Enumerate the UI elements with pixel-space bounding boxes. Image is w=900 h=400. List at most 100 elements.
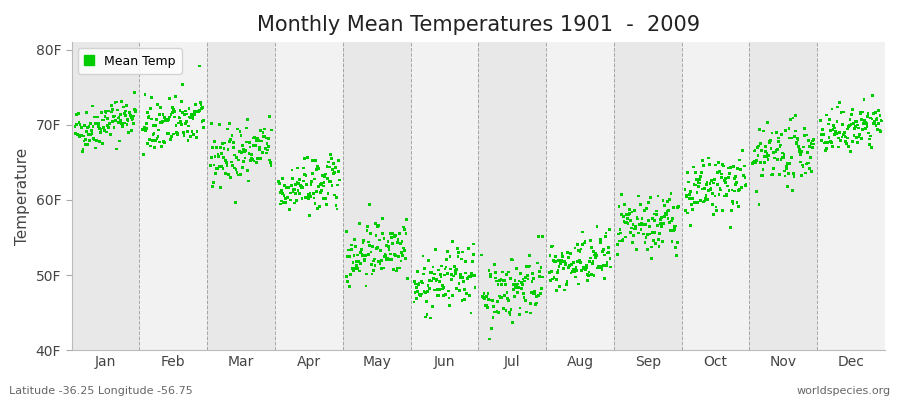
Point: [498, 292, 512, 299]
Point: [641, 217, 655, 224]
Point: [189, 134, 203, 140]
Point: [496, 306, 510, 312]
Point: [107, 124, 122, 131]
Point: [793, 159, 807, 165]
Point: [641, 231, 655, 238]
Point: [590, 223, 604, 230]
Point: [855, 135, 869, 141]
Point: [634, 201, 648, 208]
Point: [295, 184, 310, 191]
Point: [691, 179, 706, 186]
Point: [206, 179, 220, 186]
Point: [238, 148, 252, 154]
Point: [626, 232, 641, 239]
Point: [253, 144, 267, 151]
Point: [373, 260, 387, 267]
Point: [817, 140, 832, 146]
Point: [421, 257, 436, 264]
Point: [382, 243, 396, 250]
Point: [718, 176, 733, 182]
Point: [772, 171, 787, 178]
Point: [459, 290, 473, 296]
Point: [554, 258, 569, 264]
Point: [682, 192, 697, 198]
Bar: [614, 42, 681, 350]
Point: [329, 194, 344, 201]
Point: [435, 263, 449, 269]
Point: [517, 290, 531, 297]
Point: [614, 230, 628, 236]
Point: [86, 103, 100, 109]
Point: [527, 288, 542, 294]
Point: [176, 81, 190, 88]
Point: [355, 246, 369, 252]
Point: [140, 140, 155, 147]
Point: [346, 259, 360, 266]
Point: [451, 249, 465, 256]
Point: [857, 96, 871, 102]
Point: [113, 118, 128, 124]
Point: [177, 111, 192, 118]
Point: [627, 226, 642, 232]
Point: [580, 271, 595, 278]
Point: [330, 182, 345, 188]
Point: [757, 159, 771, 166]
Point: [796, 162, 810, 168]
Point: [390, 265, 404, 271]
Point: [490, 308, 504, 315]
Point: [828, 131, 842, 137]
Point: [184, 128, 199, 134]
Point: [632, 222, 646, 228]
Point: [387, 233, 401, 240]
Point: [448, 271, 463, 277]
Point: [726, 200, 741, 207]
Point: [535, 274, 549, 280]
Point: [190, 128, 204, 134]
Point: [322, 178, 337, 185]
Point: [85, 127, 99, 134]
Point: [152, 139, 166, 145]
Point: [230, 126, 245, 132]
Point: [428, 277, 443, 284]
Point: [786, 115, 800, 121]
Point: [217, 145, 231, 152]
Point: [525, 278, 539, 285]
Point: [129, 107, 143, 114]
Point: [457, 296, 472, 302]
Point: [576, 265, 590, 271]
Point: [152, 111, 166, 118]
Point: [178, 108, 193, 114]
Point: [611, 231, 625, 237]
Point: [439, 264, 454, 270]
Point: [110, 146, 124, 152]
Point: [664, 218, 679, 224]
Point: [79, 109, 94, 116]
Point: [320, 176, 335, 182]
Point: [272, 181, 286, 187]
Point: [816, 132, 831, 138]
Point: [832, 129, 846, 136]
Point: [632, 230, 646, 236]
Point: [634, 226, 648, 232]
Point: [316, 195, 330, 202]
Point: [464, 310, 478, 316]
Point: [784, 135, 798, 141]
Point: [281, 194, 295, 200]
Point: [788, 128, 803, 134]
Point: [413, 291, 428, 298]
Point: [158, 117, 173, 124]
Point: [169, 129, 184, 136]
Point: [374, 258, 388, 264]
Point: [101, 108, 115, 114]
Point: [127, 113, 141, 119]
Point: [526, 290, 540, 297]
Point: [172, 115, 186, 121]
Point: [874, 118, 888, 124]
Point: [185, 114, 200, 120]
Point: [685, 202, 699, 208]
Point: [665, 238, 680, 245]
Point: [356, 237, 371, 244]
Point: [185, 115, 200, 122]
Point: [546, 258, 561, 264]
Point: [248, 135, 263, 141]
